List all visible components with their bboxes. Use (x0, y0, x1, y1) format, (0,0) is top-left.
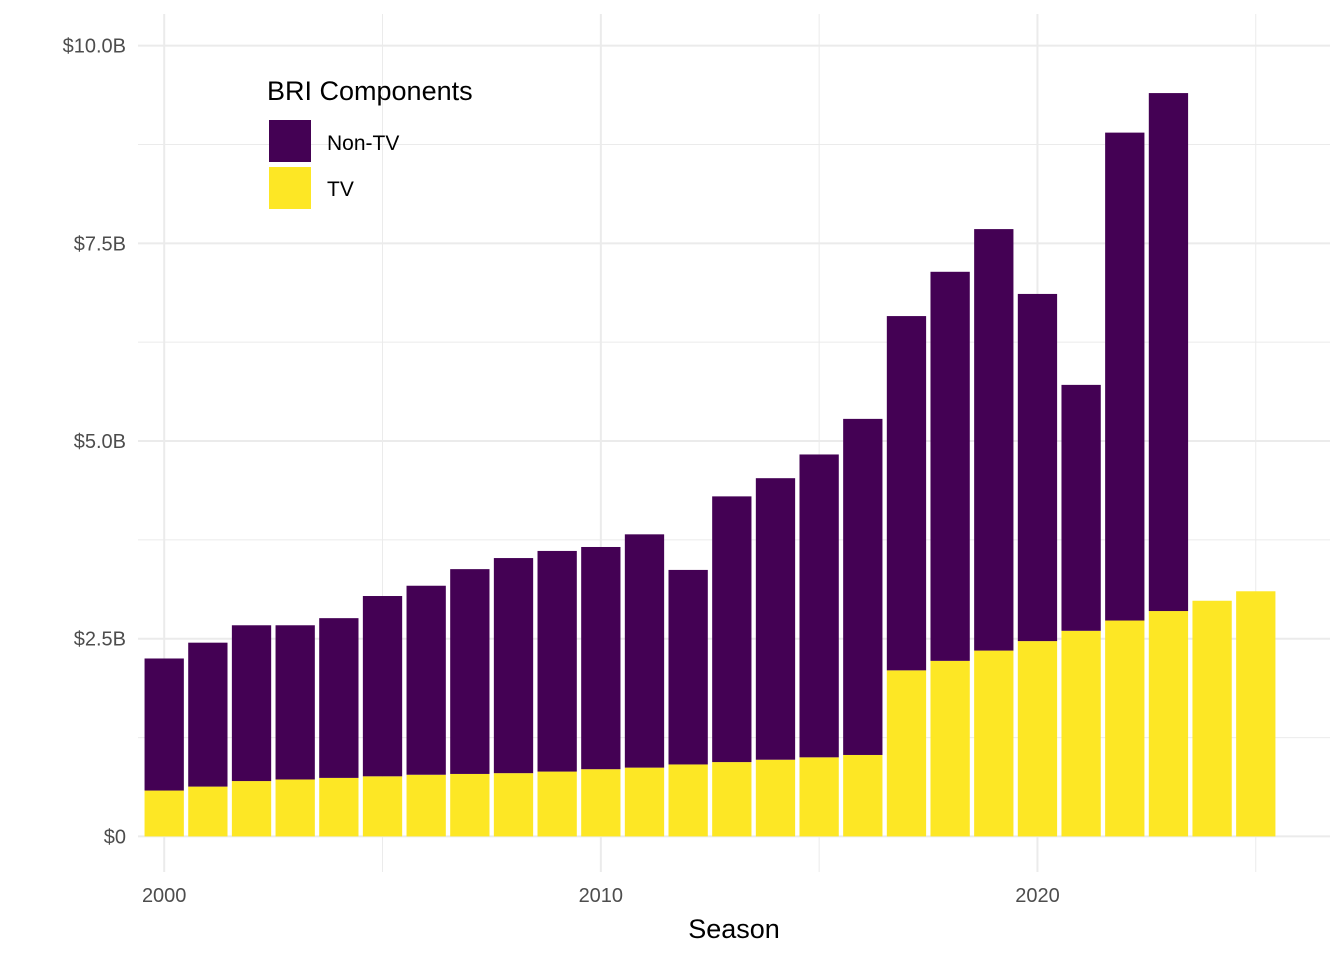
bar-non-tv-2004 (319, 618, 359, 778)
bar-non-tv-2017 (886, 316, 927, 671)
legend-label-non-tv: Non-TV (327, 132, 399, 155)
bar-non-tv-2005 (362, 596, 403, 777)
bar-tv-2013 (712, 762, 752, 837)
bar-tv-2000 (144, 790, 184, 837)
bar-non-tv-2022 (1105, 132, 1145, 621)
bar-non-tv-2016 (843, 418, 883, 755)
bar-tv-2004 (319, 777, 359, 837)
bar-tv-2023 (1148, 611, 1189, 837)
y-tick-label: $0 (104, 826, 126, 848)
bar-non-tv-2000 (144, 658, 184, 791)
x-tick-label: 2020 (1015, 885, 1060, 907)
y-tick-label: $10.0B (63, 36, 126, 58)
bar-tv-2012 (668, 764, 708, 837)
bar-tv-2017 (886, 670, 927, 837)
bar-tv-2008 (493, 773, 534, 837)
bar-tv-2007 (450, 773, 490, 837)
legend-label-tv: TV (327, 178, 354, 201)
bar-non-tv-2014 (755, 478, 796, 760)
bar-non-tv-2020 (1017, 293, 1058, 642)
bar-tv-2020 (1017, 641, 1058, 837)
bar-non-tv-2013 (712, 496, 752, 763)
bar-tv-2018 (930, 660, 970, 837)
bar-non-tv-2010 (581, 546, 621, 770)
x-tick-label: 2010 (579, 885, 624, 907)
bar-tv-2025 (1236, 591, 1276, 837)
y-tick-label: $2.5B (74, 629, 126, 651)
bar-tv-2019 (974, 650, 1014, 837)
bar-non-tv-2002 (231, 625, 272, 782)
bar-non-tv-2007 (450, 569, 490, 774)
bar-non-tv-2006 (406, 585, 446, 775)
legend: BRI Components Non-TV TV (267, 76, 473, 209)
bar-non-tv-2018 (930, 271, 970, 661)
bar-non-tv-2009 (537, 550, 577, 772)
y-tick-label: $5.0B (74, 431, 126, 453)
bar-tv-2011 (624, 767, 665, 837)
bar-tv-2005 (362, 776, 403, 837)
bar-non-tv-2015 (799, 454, 839, 758)
bar-tv-2016 (843, 754, 883, 837)
bar-non-tv-2008 (493, 558, 534, 774)
legend-swatch-tv (269, 167, 311, 209)
bar-non-tv-2001 (188, 642, 228, 787)
bar-tv-2022 (1105, 620, 1145, 837)
bar-non-tv-2023 (1148, 93, 1189, 612)
x-axis-tick-labels: 2000 2010 2020 (142, 885, 1060, 907)
x-tick-label: 2000 (142, 885, 187, 907)
bar-tv-2003 (275, 779, 315, 837)
bars (144, 93, 1276, 837)
bar-tv-2006 (406, 774, 446, 837)
bar-non-tv-2019 (974, 229, 1014, 651)
bar-non-tv-2011 (624, 534, 665, 768)
bar-tv-2010 (581, 769, 621, 837)
legend-title: BRI Components (267, 76, 473, 106)
y-axis-tick-labels: $0 $2.5B $5.0B $7.5B $10.0B (63, 36, 126, 849)
bar-tv-2009 (537, 771, 577, 837)
bar-non-tv-2003 (275, 625, 315, 780)
bar-non-tv-2012 (668, 569, 708, 765)
bar-tv-2002 (231, 781, 272, 837)
legend-swatch-non-tv (269, 120, 311, 162)
bar-tv-2014 (755, 759, 796, 837)
bar-non-tv-2021 (1061, 384, 1101, 631)
y-tick-label: $7.5B (74, 233, 126, 255)
bar-tv-2001 (188, 786, 228, 837)
bar-tv-2015 (799, 757, 839, 837)
bar-tv-2021 (1061, 630, 1101, 837)
x-axis-title: Season (688, 914, 780, 944)
bar-tv-2024 (1192, 600, 1232, 837)
